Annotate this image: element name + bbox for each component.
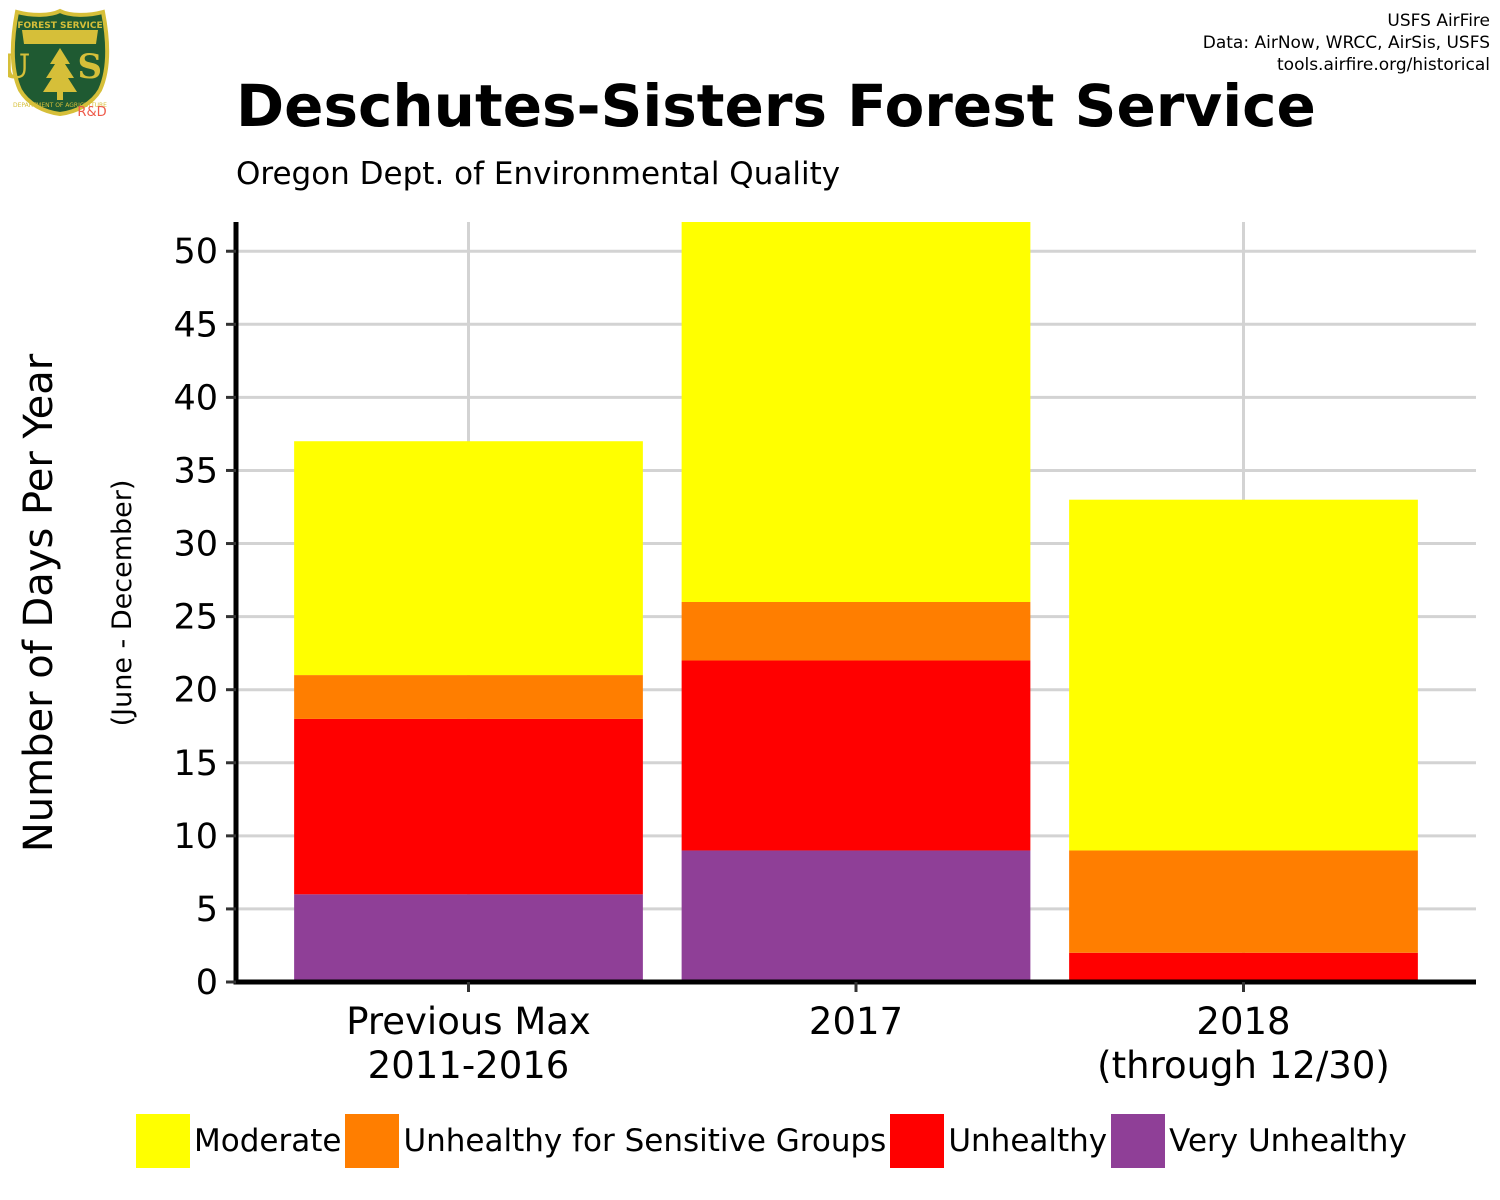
bar-segment-unhealthy	[1069, 952, 1418, 982]
y-tick-label: 15	[173, 744, 218, 784]
chart-title: Deschutes-Sisters Forest Service	[236, 72, 1316, 140]
legend-label: Unhealthy for Sensitive Groups	[403, 1123, 887, 1159]
chart-subtitle: Oregon Dept. of Environmental Quality	[236, 156, 841, 192]
legend-label: Very Unhealthy	[1169, 1123, 1407, 1159]
x-tick-label: Previous Max 2011-2016	[346, 1000, 591, 1087]
bar-segment-unhealthy	[681, 660, 1031, 851]
x-tick-label: 2017	[809, 1000, 903, 1043]
bar-segment-moderate	[1069, 499, 1418, 851]
y-axis-sublabel: (June - December)	[107, 480, 138, 727]
y-axis-label: Number of Days Per Year	[16, 353, 62, 852]
y-tick-label: 20	[173, 671, 218, 711]
bar-segment-unhealthy-for-sensitive-groups	[681, 602, 1031, 661]
bar-segment-unhealthy-for-sensitive-groups	[294, 675, 643, 719]
legend-swatch	[136, 1114, 190, 1168]
svg-text:R&D: R&D	[77, 105, 106, 118]
bar-segment-unhealthy	[294, 718, 643, 895]
svg-text:DEPARTMENT OF AGRICULTURE: DEPARTMENT OF AGRICULTURE	[13, 102, 107, 109]
y-tick-label: 10	[173, 817, 218, 857]
x-tick-label: 2018 (through 12/30)	[1097, 1000, 1390, 1087]
y-tick-label: 25	[173, 598, 218, 638]
credit-line: USFS AirFire	[1387, 11, 1490, 31]
credits: USFS AirFire Data: AirNow, WRCC, AirSis,…	[1203, 10, 1490, 76]
y-tick-label: 5	[196, 890, 218, 930]
legend-label: Unhealthy	[948, 1123, 1108, 1159]
x-tick-label-line: 2017	[809, 1000, 903, 1043]
legend-label: Moderate	[194, 1123, 342, 1159]
x-tick-label-line: 2018	[1196, 1000, 1290, 1043]
x-tick-label-line: (through 12/30)	[1097, 1044, 1390, 1087]
legend: Moderate Unhealthy for Sensitive Groups Un…	[136, 1113, 1411, 1169]
y-tick-labels: 0 5 10 15 20 25 30 35 40 45 50	[173, 232, 218, 1003]
legend-swatch	[890, 1114, 945, 1168]
credit-line: Data: AirNow, WRCC, AirSis, USFS	[1202, 33, 1490, 53]
legend-item: Moderate	[136, 1114, 341, 1168]
bar-segment-very-unhealthy	[294, 894, 643, 982]
bars	[294, 222, 1418, 982]
y-tick-label: 40	[173, 378, 218, 418]
forest-service-shield-logo: FOREST SERVICE U S DEPARTMENT OF AGRICUL…	[8, 8, 110, 118]
bar-segment-very-unhealthy	[681, 850, 1031, 982]
bar-segment-moderate	[681, 222, 1031, 602]
x-tick-label-line: Previous Max	[346, 1000, 591, 1043]
y-tick-label: 50	[173, 232, 218, 272]
y-tick-label: 30	[173, 525, 218, 565]
legend-item: Very Unhealthy	[1111, 1114, 1407, 1168]
y-tick-label: 0	[196, 963, 218, 1003]
x-tick-labels: Previous Max 2011-2016 2017 2018 (through 12…	[346, 1000, 1390, 1087]
bar-segment-moderate	[294, 441, 643, 676]
legend-item: Unhealthy for Sensitive Groups	[345, 1114, 886, 1168]
svg-text:FOREST SERVICE: FOREST SERVICE	[17, 21, 102, 31]
x-tick-label-line: 2011-2016	[368, 1044, 570, 1087]
credit-line: tools.airfire.org/historical	[1277, 55, 1490, 75]
legend-swatch	[345, 1114, 400, 1168]
y-tick-label: 35	[173, 451, 218, 491]
legend-swatch	[1111, 1114, 1166, 1168]
axes	[226, 222, 1476, 992]
bar-segment-unhealthy-for-sensitive-groups	[1069, 850, 1418, 953]
legend-item: Unhealthy	[890, 1114, 1107, 1168]
y-tick-label: 45	[173, 305, 218, 345]
